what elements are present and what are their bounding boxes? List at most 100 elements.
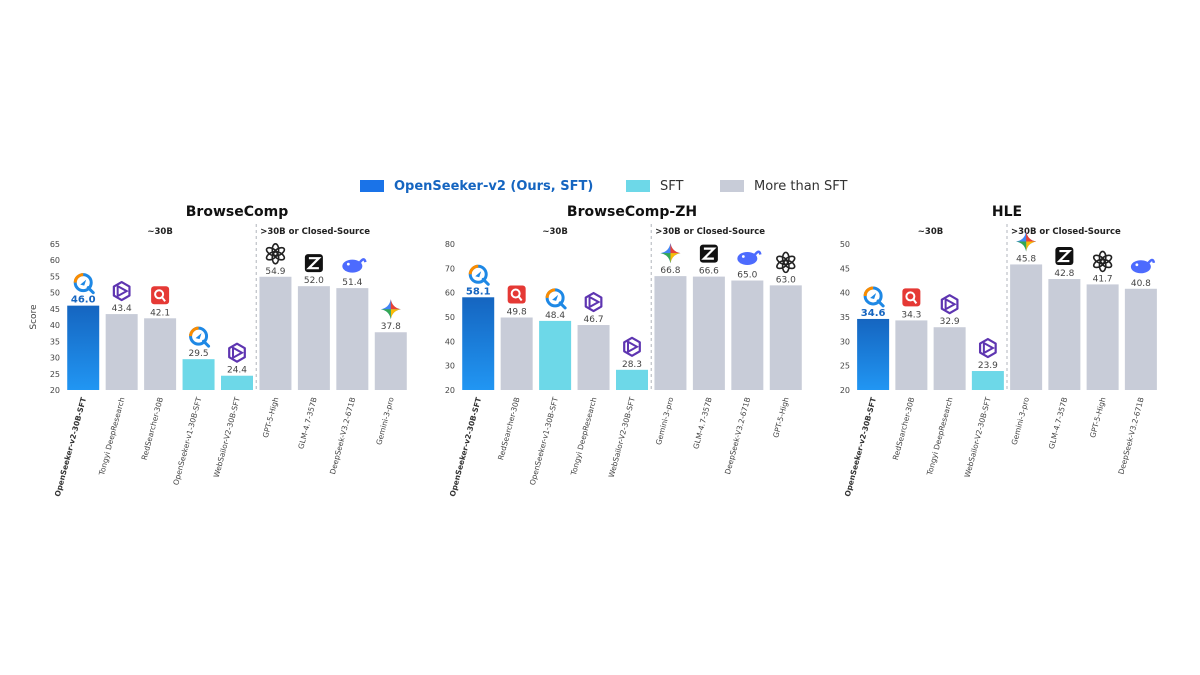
legend-item-ours: OpenSeeker-v2 (Ours, SFT): [360, 176, 593, 196]
openai-logo-icon: [776, 251, 796, 274]
value-label: 23.9: [978, 361, 998, 371]
openseeker-logo-icon: [468, 264, 490, 286]
category-label: RedSearcher-30B: [891, 396, 916, 461]
redsearcher-logo-icon: [507, 285, 526, 304]
bar-gpt-5-high: [769, 285, 802, 390]
category-label: WebSailor-V2-30B-SFT: [607, 396, 637, 479]
category-label: Gemini-3-pro: [654, 396, 676, 446]
group-label-large: >30B or Closed-Source: [1011, 227, 1121, 237]
y-tick-label: 60: [445, 289, 455, 298]
deepseek-logo-icon: [737, 250, 762, 265]
category-label: OpenSeeker-v1-30B-SFT: [528, 396, 560, 486]
value-label: 66.6: [699, 267, 719, 277]
tongyi-logo-icon: [228, 342, 246, 363]
tongyi-logo-icon: [940, 294, 959, 315]
tongyi-logo-icon: [978, 337, 997, 359]
y-tick-label: 50: [50, 289, 60, 298]
y-tick-label: 30: [840, 337, 850, 346]
bar-gpt-5-high: [259, 276, 292, 390]
value-label: 52.0: [304, 276, 324, 286]
category-label: OpenSeeker-v2-30B-SFT: [448, 395, 483, 497]
bar-gemini-3-pro: [374, 332, 407, 390]
y-tick-label: 25: [840, 362, 850, 371]
zhipu-logo-icon: [304, 254, 323, 273]
category-label: GLM-4.7-357B: [296, 396, 318, 450]
bar-glm-4-7-357b: [1048, 279, 1081, 390]
chart-title: BrowseComp: [186, 204, 288, 220]
bar-websailor-v2-30b-sft: [221, 375, 253, 390]
browsecomp-chart: BrowseComp Score 20 25 30 35 40 45 50 55 60 65 ~30B >…: [29, 204, 407, 498]
category-label: DeepSeek-V3.2-671B: [328, 396, 357, 475]
group-label-small: ~30B: [147, 227, 172, 237]
legend-swatch-sft: [626, 180, 650, 192]
value-label: 46.0: [71, 295, 96, 306]
category-label: DeepSeek-V3.2-671B: [1117, 396, 1146, 475]
bar-openseeker-v2-30b-sft: [857, 318, 890, 390]
legend-label-sft: SFT: [660, 178, 684, 194]
legend-label-more: More than SFT: [754, 178, 848, 194]
bar-gemini-3-pro: [654, 276, 687, 390]
value-label: 48.4: [545, 311, 565, 321]
openseeker-logo-icon: [545, 288, 567, 310]
bar-glm-4-7-357b: [297, 286, 330, 390]
tongyi-logo-icon: [112, 280, 131, 302]
y-tick-label: 65: [50, 240, 60, 249]
browsecomp-zh-chart: BrowseComp-ZH 20 30 40 50 60 70 80 ~30B >30B or C…: [445, 204, 802, 498]
bar-openseeker-v2-30b-sft: [462, 297, 495, 390]
group-label-small: ~30B: [918, 227, 943, 237]
legend-swatch-more: [720, 180, 744, 192]
category-label: OpenSeeker-v1-30B-SFT: [171, 396, 203, 486]
chart-title: HLE: [992, 204, 1022, 220]
value-label: 40.8: [1131, 279, 1151, 289]
y-tick-label: 30: [445, 362, 455, 371]
value-label: 32.9: [940, 317, 960, 327]
bar-deepseek-v3-2-671b: [1124, 288, 1157, 390]
value-label: 54.9: [265, 267, 285, 277]
y-tick-label: 40: [840, 289, 850, 298]
y-tick-label: 20: [840, 386, 850, 395]
y-tick-label: 70: [445, 264, 455, 273]
value-label: 41.7: [1093, 274, 1113, 284]
category-label: GPT-5-High: [261, 396, 281, 439]
category-label: Gemini-3-pro: [374, 396, 396, 446]
category-label: WebSailor-V2-30B-SFT: [212, 396, 242, 479]
category-label: GPT-5-High: [1088, 396, 1108, 439]
category-label: GLM-4.7-357B: [1047, 396, 1069, 450]
bar-redsearcher-30b: [895, 320, 928, 390]
y-tick-label: 60: [50, 256, 60, 265]
deepseek-logo-icon: [342, 258, 367, 273]
category-label: RedSearcher-30B: [496, 396, 521, 461]
legend-item-sft: SFT: [626, 176, 683, 196]
group-label-large: >30B or Closed-Source: [260, 227, 370, 237]
bar-websailor-v2-30b-sft: [616, 369, 648, 390]
category-label: Tongyi DeepResearch: [569, 396, 599, 477]
value-label: 42.8: [1054, 269, 1074, 279]
category-label: OpenSeeker-v2-30B-SFT: [843, 395, 878, 497]
value-label: 51.4: [342, 278, 362, 288]
y-tick-label: 40: [50, 321, 60, 330]
chart-legend: OpenSeeker-v2 (Ours, SFT) SFT More than …: [0, 176, 1200, 196]
value-label: 63.0: [776, 275, 796, 285]
y-tick-label: 20: [50, 386, 60, 395]
bar-openseeker-v1-30b-sft: [182, 359, 215, 390]
y-tick-label: 50: [445, 313, 455, 322]
value-label: 58.1: [466, 286, 491, 297]
bar-tongyi-deepresearch: [105, 314, 138, 390]
hle-chart: HLE 20 25 30 35 40 45 50 ~30B >30B or Closed-Sour…: [840, 204, 1157, 498]
y-tick-label: 45: [840, 264, 850, 273]
bar-websailor-v2-30b-sft: [971, 371, 1004, 390]
y-axis-label: Score: [29, 304, 39, 330]
y-tick-label: 45: [50, 305, 60, 314]
bar-deepseek-v3-2-671b: [731, 280, 764, 390]
category-label: WebSailor-V2-30B-SFT: [963, 396, 993, 479]
value-label: 42.1: [150, 308, 170, 318]
chart-title: BrowseComp-ZH: [567, 204, 697, 220]
y-tick-label: 30: [50, 354, 60, 363]
gemini-logo-icon: [660, 243, 681, 264]
y-tick-label: 25: [50, 370, 60, 379]
bar-openseeker-v1-30b-sft: [539, 320, 572, 390]
value-label: 49.8: [507, 307, 527, 317]
y-tick-label: 80: [445, 240, 455, 249]
redsearcher-logo-icon: [151, 286, 170, 305]
bar-glm-4-7-357b: [692, 276, 725, 390]
